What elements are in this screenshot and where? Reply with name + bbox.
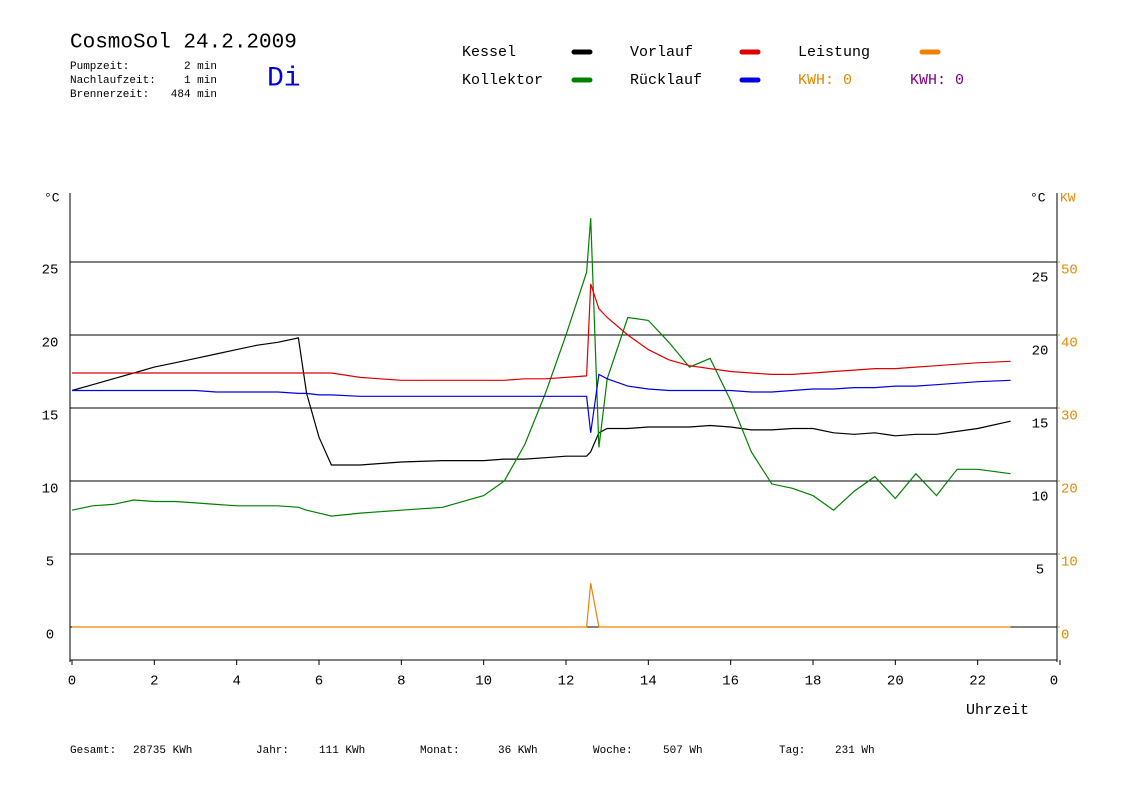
info-label: Nachlaufzeit: <box>70 75 156 87</box>
footer-label: Gesamt: <box>70 745 116 757</box>
y2-axis-label: KW <box>1060 190 1076 205</box>
series-line <box>72 373 1011 433</box>
footer-label: Monat: <box>420 745 460 757</box>
y-tick-label: 20 <box>42 336 59 352</box>
y-tick-label: 10 <box>42 482 59 498</box>
info-label: Pumpzeit: <box>70 61 129 73</box>
footer-value: 507 Wh <box>663 745 703 757</box>
x-tick-label: 18 <box>805 674 822 690</box>
chart-title: CosmoSol 24.2.2009 <box>70 32 297 55</box>
info-value: 484 min <box>171 89 217 101</box>
legend-label: Kessel <box>462 44 516 61</box>
info-value: 2 min <box>184 61 217 73</box>
weekday: Di <box>267 63 301 94</box>
footer-label: Woche: <box>593 745 633 757</box>
y2-tick-label: 40 <box>1061 336 1078 352</box>
footer-label: Jahr: <box>256 745 289 757</box>
x-tick-label: 0 <box>68 674 76 690</box>
y-tick-label-right: 20 <box>1032 344 1049 360</box>
x-tick-label: 20 <box>887 674 904 690</box>
x-tick-label: 2 <box>150 674 158 690</box>
y2-tick-label: 10 <box>1061 555 1078 571</box>
y-tick-label: 15 <box>42 409 59 425</box>
y-tick-label-right: 25 <box>1032 271 1049 287</box>
y-tick-label-right: 5 <box>1036 563 1044 579</box>
series-line <box>71 218 1011 517</box>
y-tick-label: 25 <box>42 263 59 279</box>
footer-value: 231 Wh <box>835 745 875 757</box>
x-axis-label: Uhrzeit <box>966 702 1029 719</box>
footer-label: Tag: <box>779 745 805 757</box>
y2-tick-label: 0 <box>1061 628 1069 644</box>
legend-label: Rücklauf <box>630 72 702 89</box>
y-tick-label: 0 <box>46 628 54 644</box>
series-line <box>72 583 1011 628</box>
kwh-label: KWH: 0 <box>910 72 964 89</box>
info-label: Brennerzeit: <box>70 89 149 101</box>
y2-tick-label: 30 <box>1061 409 1078 425</box>
footer-value: 111 KWh <box>319 745 365 757</box>
series-line <box>71 337 1011 466</box>
x-tick-label: 14 <box>640 674 657 690</box>
x-tick-label: 0 <box>1050 674 1058 690</box>
y-axis-label-right: °C <box>1030 190 1046 205</box>
x-tick-label: 10 <box>475 674 492 690</box>
y-tick-label-right: 15 <box>1032 417 1049 433</box>
x-tick-label: 6 <box>315 674 323 690</box>
info-value: 1 min <box>184 75 217 87</box>
x-tick-label: 4 <box>232 674 240 690</box>
y-tick-label-right: 10 <box>1032 490 1049 506</box>
y-tick-label: 5 <box>46 555 54 571</box>
footer-value: 28735 KWh <box>133 745 192 757</box>
legend-label: Kollektor <box>462 72 543 89</box>
x-tick-label: 22 <box>969 674 986 690</box>
x-tick-label: 16 <box>722 674 739 690</box>
y-axis-label: °C <box>44 190 60 205</box>
footer-value: 36 KWh <box>498 745 538 757</box>
legend-label: Vorlauf <box>630 44 693 61</box>
legend-label: Leistung <box>798 44 870 61</box>
y2-tick-label: 50 <box>1061 263 1078 279</box>
kwh-label: KWH: 0 <box>798 72 852 89</box>
y2-tick-label: 20 <box>1061 482 1078 498</box>
series-line <box>72 283 1011 381</box>
x-tick-label: 12 <box>558 674 575 690</box>
x-tick-label: 8 <box>397 674 405 690</box>
